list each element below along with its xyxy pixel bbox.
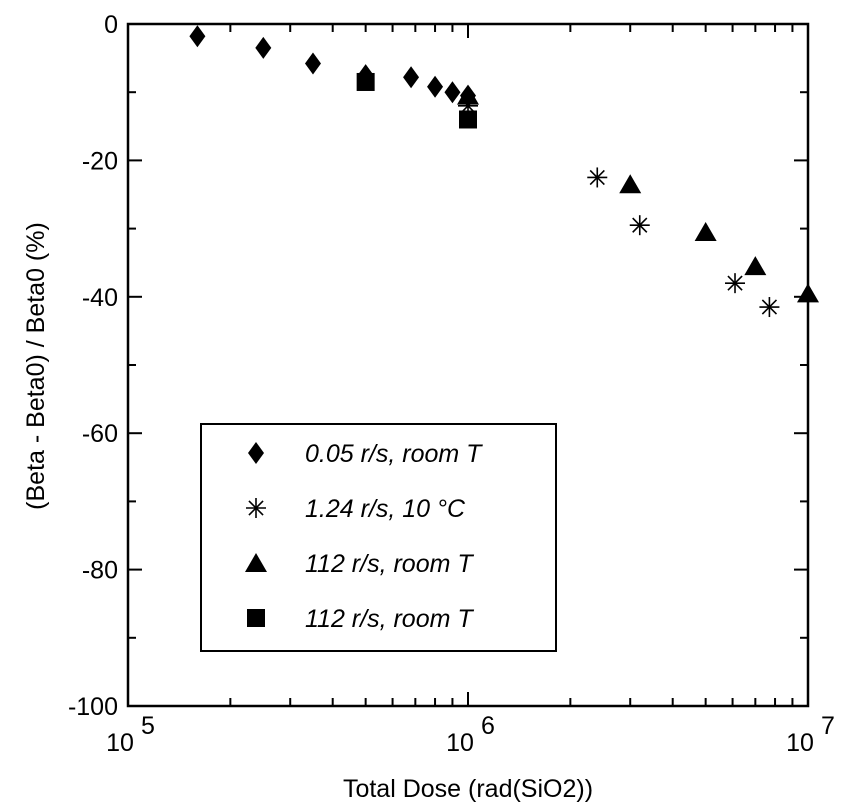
x-tick-exponent: 7	[821, 712, 835, 740]
data-point-diamond	[403, 66, 420, 89]
legend-label: 0.05 r/s, room T	[305, 440, 483, 468]
y-axis-label: (Beta - Beta0) / Beta0 (%)	[22, 222, 50, 510]
legend-marker-square	[247, 609, 265, 627]
data-point-asterisk	[629, 215, 650, 236]
legend-marker-triangle	[245, 553, 267, 572]
y-tick-label: -40	[82, 284, 118, 312]
data-point-triangle	[619, 174, 642, 194]
legend: 0.05 r/s, room T 1.24 r/s, 10 °C 112 r/s, …	[200, 423, 557, 652]
y-tick-label: -80	[82, 557, 118, 585]
data-point-triangle	[457, 85, 479, 105]
legend-label: 112 r/s, room T	[305, 550, 474, 578]
data-point-asterisk	[759, 297, 780, 318]
x-tick-label: 10	[446, 729, 474, 757]
legend-marker-asterisk	[246, 498, 266, 518]
data-point-diamond	[304, 52, 321, 75]
data-point-diamond	[255, 36, 272, 59]
y-tick-label: -100	[68, 693, 118, 721]
x-axis-label: Total Dose (rad(SiO2))	[343, 775, 593, 803]
data-point-square	[459, 110, 477, 129]
data-point-asterisk	[587, 167, 608, 188]
y-tick-label: -20	[82, 147, 118, 175]
legend-label: 112 r/s, room T	[305, 605, 474, 633]
data-point-diamond	[189, 25, 206, 48]
x-tick-label: 10	[786, 729, 814, 757]
data-point-diamond	[427, 75, 444, 98]
data-points	[189, 25, 819, 318]
x-tick-label: 10	[106, 729, 134, 757]
y-tick-label: -60	[82, 420, 118, 448]
x-tick-exponent: 6	[481, 712, 495, 740]
x-tick-exponent: 5	[141, 712, 155, 740]
data-point-triangle	[744, 256, 767, 276]
data-point-diamond	[444, 81, 461, 104]
data-point-square	[356, 72, 375, 91]
data-point-triangle	[797, 283, 819, 303]
data-point-triangle	[694, 222, 717, 242]
data-point-asterisk	[725, 273, 746, 294]
y-tick-label: 0	[104, 11, 118, 39]
legend-marker-diamond	[248, 442, 264, 464]
y-axis: 0 -20 -40 -60 -80 -100	[68, 11, 808, 721]
legend-label: 1.24 r/s, 10 °C	[305, 495, 466, 523]
